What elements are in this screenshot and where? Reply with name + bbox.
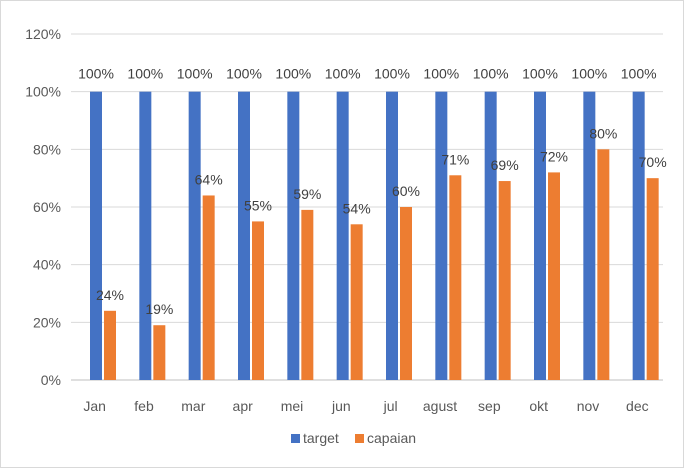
data-label-capaian: 72% [540, 148, 568, 164]
data-label-target: 100% [571, 66, 607, 82]
gridlines [71, 33, 663, 381]
data-label-capaian: 80% [589, 125, 617, 141]
bar-target [287, 91, 300, 381]
bar-target [583, 91, 596, 381]
bar-target [534, 91, 546, 381]
x-tick-label: jul [383, 398, 398, 414]
data-label-target: 100% [325, 66, 361, 82]
y-tick-label: 0% [41, 372, 61, 388]
legend-swatch-capaian [355, 434, 364, 443]
data-label-target: 100% [275, 66, 311, 82]
x-tick-label: mar [181, 398, 205, 414]
bar-target [139, 91, 152, 381]
data-label-target: 100% [374, 66, 410, 82]
data-label-target: 100% [177, 66, 213, 82]
data-label-target: 100% [423, 66, 459, 82]
x-axis-ticks: Jan feb mar apr mei jun jul agust sep okt nov dec [83, 398, 648, 414]
y-tick-label: 20% [33, 314, 61, 330]
bar-target [632, 91, 645, 381]
bar-target [238, 91, 250, 381]
y-tick-label: 100% [25, 84, 61, 100]
bar-target [188, 91, 201, 381]
y-axis-ticks: 0% 20% 40% 60% 80% 100% 120% [25, 26, 61, 388]
data-label-capaian: 69% [491, 157, 519, 173]
bar-target [336, 91, 349, 381]
data-label-target: 100% [473, 66, 509, 82]
data-label-capaian: 54% [343, 200, 371, 216]
data-label-capaian: 60% [392, 183, 420, 199]
x-tick-label: Jan [83, 398, 106, 414]
data-label-capaian: 19% [145, 301, 173, 317]
legend: target capaian [291, 430, 416, 446]
bar-capaian [449, 175, 462, 380]
data-label-capaian: 70% [639, 154, 667, 170]
data-label-target: 100% [621, 66, 657, 82]
data-label-capaian: 64% [195, 171, 223, 187]
bar-capaian [597, 149, 610, 380]
bar-capaian [252, 221, 264, 380]
data-label-capaian: 59% [293, 186, 321, 202]
x-tick-label: okt [529, 398, 548, 414]
y-tick-label: 40% [33, 257, 61, 273]
legend-swatch-target [291, 434, 300, 443]
bar-target [435, 91, 448, 381]
bar-capaian [498, 181, 511, 380]
data-label-capaian: 24% [96, 287, 124, 303]
bar-capaian [202, 195, 215, 380]
data-label-capaian: 55% [244, 197, 272, 213]
data-label-target: 100% [226, 66, 262, 82]
bars [90, 91, 659, 381]
x-tick-label: jun [331, 398, 351, 414]
data-label-target: 100% [127, 66, 163, 82]
legend-label-capaian: capaian [367, 430, 416, 446]
y-tick-label: 60% [33, 199, 61, 215]
data-labels: 100% 24% 100% 19% 100% 64% 100% 55% 100% 59% 100% 5… [78, 66, 667, 318]
bar-capaian [104, 310, 116, 380]
x-tick-label: sep [478, 398, 501, 414]
data-label-capaian: 71% [441, 151, 469, 167]
bar-capaian [301, 209, 314, 380]
x-tick-label: nov [577, 398, 600, 414]
bar-capaian [153, 325, 166, 380]
data-label-target: 100% [78, 66, 114, 82]
y-tick-label: 120% [25, 26, 61, 42]
y-tick-label: 80% [33, 141, 61, 157]
bar-capaian [350, 224, 363, 380]
x-tick-label: dec [626, 398, 649, 414]
bar-capaian [646, 178, 659, 380]
legend-label-target: target [303, 430, 339, 446]
data-label-target: 100% [522, 66, 558, 82]
x-tick-label: agust [423, 398, 457, 414]
bar-target [90, 91, 102, 381]
x-tick-label: feb [134, 398, 154, 414]
bar-target [386, 91, 398, 381]
bar-target [484, 91, 497, 381]
x-tick-label: mei [281, 398, 304, 414]
bar-capaian [400, 207, 412, 380]
x-tick-label: apr [233, 398, 254, 414]
bar-capaian [548, 172, 560, 380]
